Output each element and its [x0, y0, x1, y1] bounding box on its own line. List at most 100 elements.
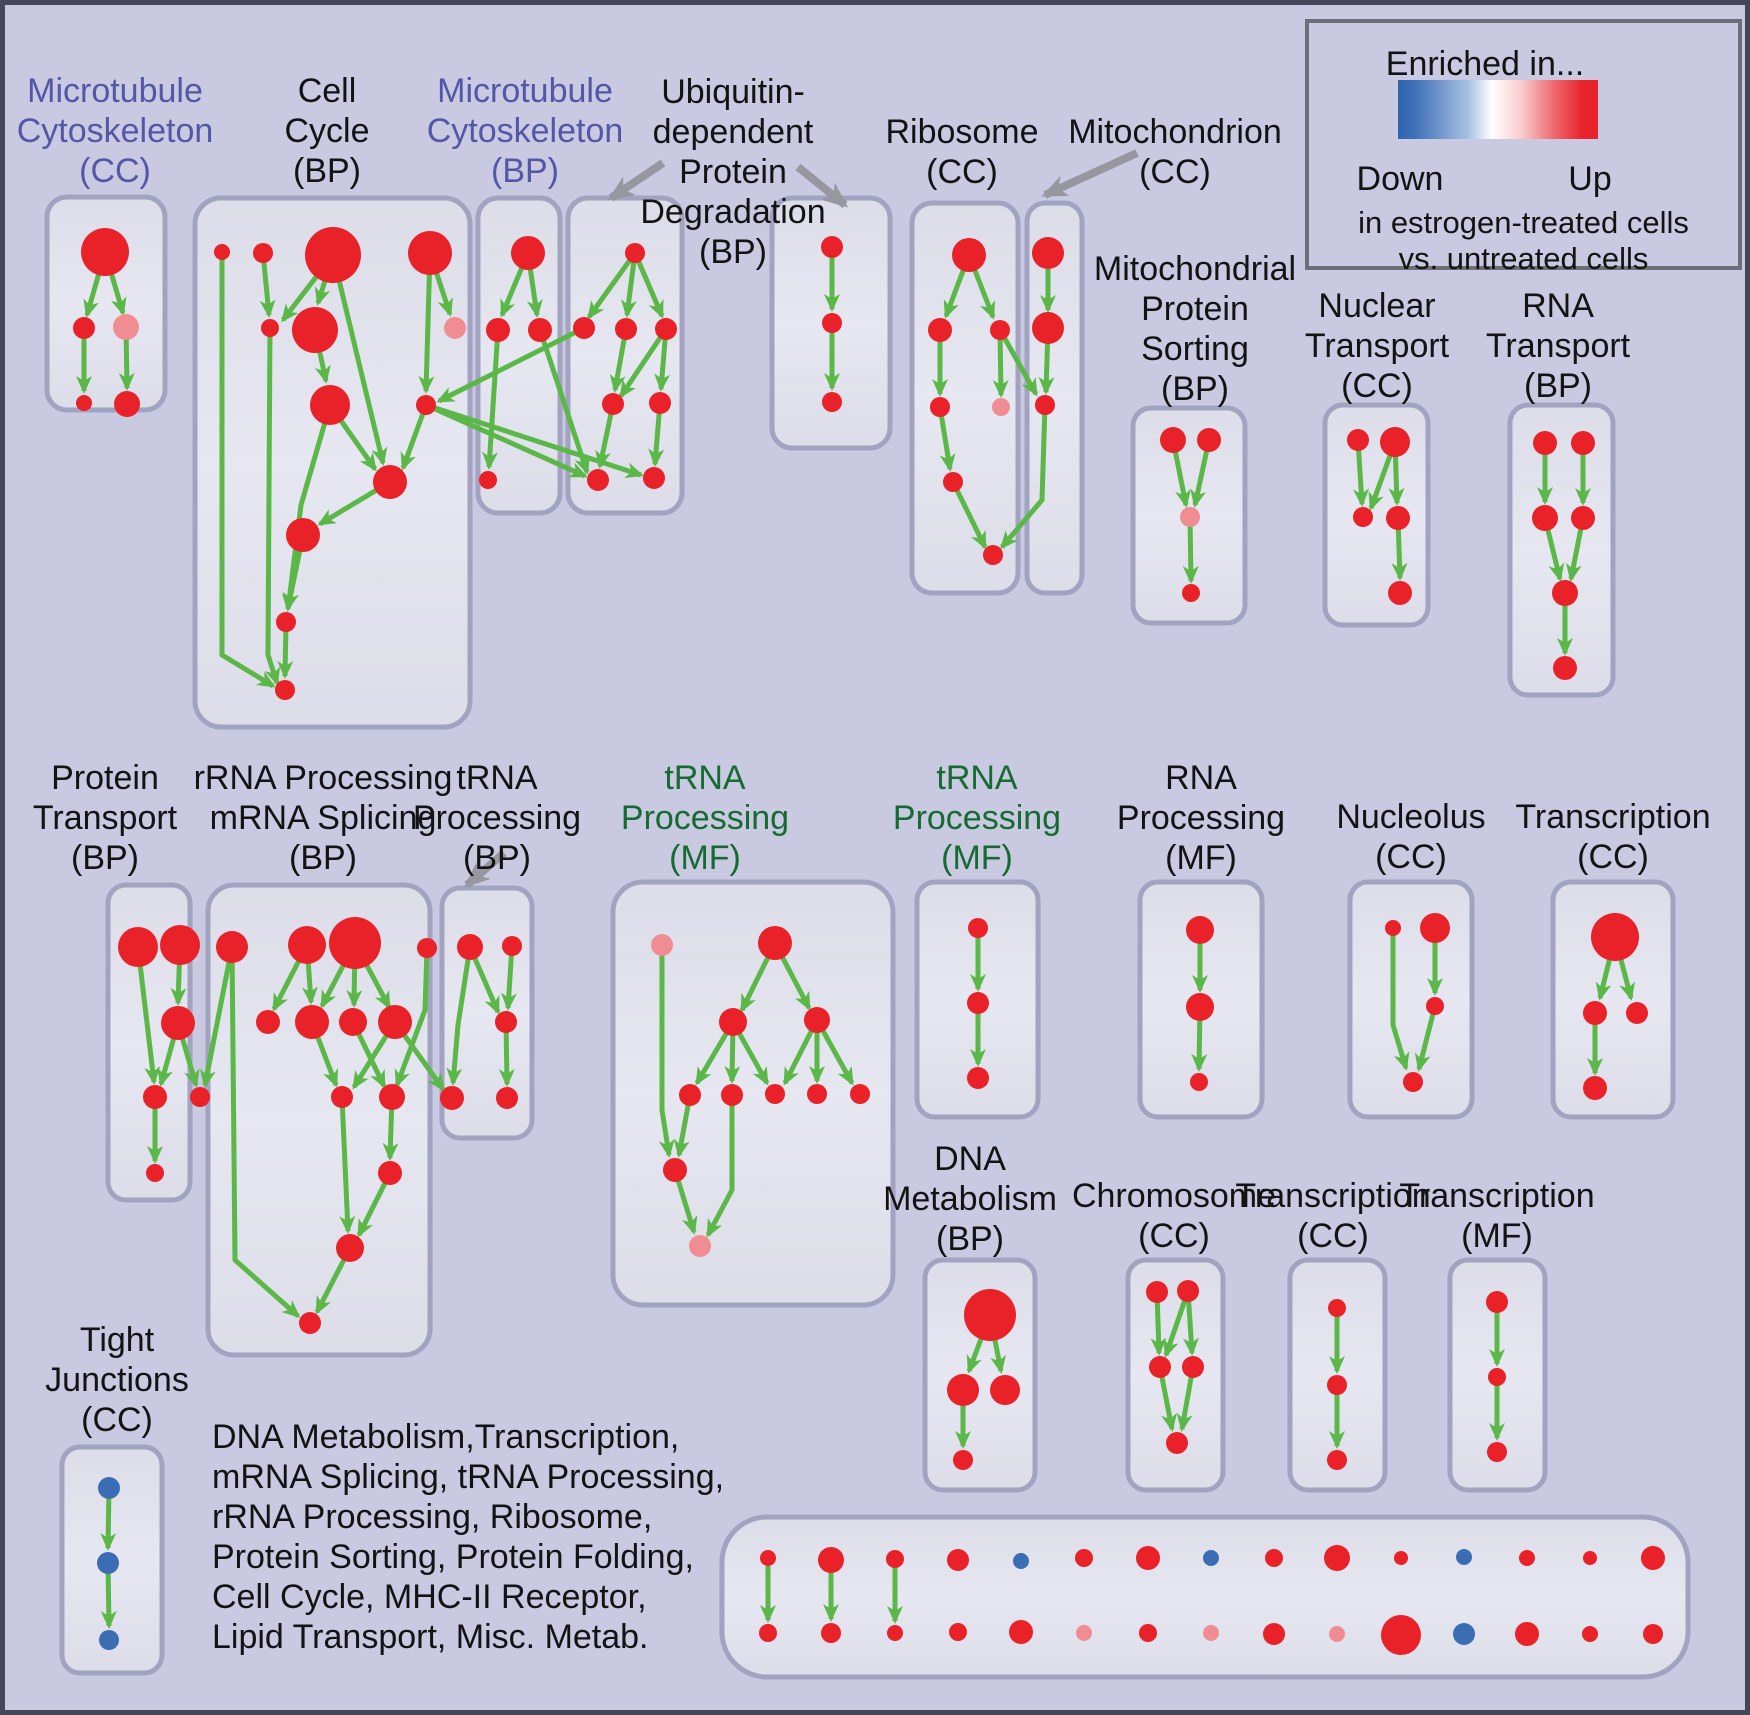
cluster-label: Transcription (CC): [1235, 1177, 1431, 1255]
go-node: [1182, 584, 1200, 602]
go-node: [408, 231, 452, 275]
go-node: [1263, 1623, 1285, 1645]
go-node: [679, 1084, 701, 1106]
go-node: [143, 1085, 167, 1109]
go-edge: [219, 252, 276, 689]
go-node: [98, 1477, 120, 1499]
go-node: [1583, 1001, 1607, 1025]
go-node: [1571, 506, 1595, 530]
go-node: [336, 1234, 364, 1262]
go-edge: [620, 252, 638, 318]
go-node: [97, 1552, 119, 1574]
go-node: [339, 1008, 367, 1036]
go-node: [615, 318, 637, 340]
go-node: [689, 1235, 711, 1257]
go-node: [113, 314, 139, 340]
go-node: [1166, 1432, 1188, 1454]
go-node: [765, 1084, 785, 1104]
go-node: [821, 236, 843, 258]
go-node: [1533, 431, 1557, 455]
go-edge: [394, 947, 430, 1088]
cluster-label: RNA Processing (MF): [1116, 759, 1286, 877]
go-node: [286, 518, 320, 552]
go-edge: [705, 1095, 735, 1238]
go-node: [587, 469, 609, 491]
go-node: [1265, 1549, 1283, 1567]
go-node: [1203, 1625, 1219, 1641]
go-edge: [418, 252, 435, 394]
go-node: [759, 1624, 777, 1642]
go-node: [1426, 997, 1444, 1015]
go-edge: [992, 329, 1009, 398]
cluster-label: Tight Junctions (CC): [45, 1321, 189, 1439]
pointer-arrow: [607, 159, 666, 202]
go-node: [495, 1011, 517, 1033]
go-edge: [339, 1096, 356, 1234]
go-node: [1532, 505, 1558, 531]
legend-gradient-bar: [1398, 80, 1598, 139]
go-node: [261, 319, 279, 337]
go-node: [990, 1375, 1020, 1405]
go-edge: [500, 945, 517, 1011]
cluster-label: DNA Metabolism (BP): [883, 1140, 1057, 1258]
go-node: [1571, 431, 1595, 455]
cluster-label: tRNA Processing (MF): [892, 759, 1062, 877]
go-node: [1139, 1624, 1157, 1642]
go-edge: [1390, 928, 1410, 1071]
box-transcription-cc-row2: [1550, 879, 1676, 1120]
go-node: [968, 918, 988, 938]
go-node: [1032, 237, 1064, 269]
legend-caption-line1: in estrogen-treated cells: [1358, 205, 1689, 240]
go-node: [719, 1008, 747, 1036]
cluster-label: tRNA Processing (MF): [620, 759, 790, 877]
go-node: [1075, 1549, 1093, 1567]
cluster-label: Microtubule Cytoskeleton (BP): [426, 72, 624, 190]
go-node: [1553, 656, 1577, 680]
go-node: [1456, 1549, 1472, 1565]
go-node: [990, 320, 1010, 340]
go-edge: [330, 254, 388, 466]
go-node: [822, 313, 842, 333]
go-node: [930, 397, 950, 417]
go-edge: [537, 329, 590, 475]
go-node: [331, 1086, 353, 1108]
go-node: [928, 318, 952, 342]
box-rrna-processing-mrna-splicing-bp: [205, 882, 433, 1358]
go-node: [1160, 427, 1186, 453]
go-node: [295, 1005, 329, 1039]
go-node: [479, 471, 497, 489]
go-node: [625, 243, 645, 263]
go-node: [1186, 916, 1214, 944]
legend-caption-line2: vs. untreated cells: [1398, 241, 1649, 276]
go-node: [822, 392, 842, 412]
go-node: [1381, 1615, 1421, 1655]
go-node: [1515, 1622, 1539, 1646]
go-node: [807, 1084, 827, 1104]
cluster-label: Protein Transport (BP): [32, 759, 178, 877]
go-node: [502, 936, 522, 956]
go-node: [1641, 1546, 1665, 1570]
go-node: [663, 1158, 687, 1182]
go-edge: [229, 946, 301, 1318]
go-node: [1582, 1626, 1598, 1642]
go-edge: [436, 325, 586, 404]
go-edge: [632, 252, 665, 319]
cluster-label: Nuclear Transport (CC): [1304, 287, 1450, 405]
go-node: [1552, 580, 1578, 606]
go-node: [1643, 1624, 1663, 1644]
go-node: [190, 1087, 210, 1107]
go-node: [417, 938, 437, 958]
go-node: [758, 926, 792, 960]
go-node: [76, 395, 92, 411]
go-node: [964, 1289, 1016, 1341]
go-node: [329, 917, 381, 969]
go-node: [1035, 395, 1055, 415]
go-term-nodes: [73, 227, 1665, 1655]
go-edge: [1163, 1290, 1191, 1358]
go-node: [146, 1164, 164, 1182]
go-node: [983, 545, 1003, 565]
legend-title: Enriched in...: [1385, 45, 1585, 83]
go-node: [1186, 993, 1214, 1021]
go-edge: [997, 328, 1039, 397]
